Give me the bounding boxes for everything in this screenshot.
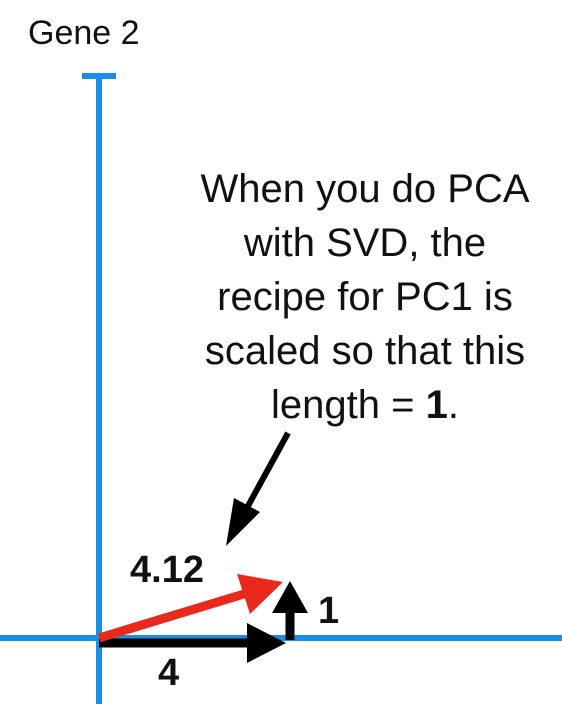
annotation-line-2: with SVD, the [243,221,487,265]
annotation-line-1: When you do PCA [200,167,530,211]
pointer-arrowhead [226,498,260,546]
annotation-line-5: length = 1. [170,378,560,432]
annotation-line-5-bold: 1 [425,383,448,427]
horizontal-arrowhead [247,623,286,663]
annotation-text: When you do PCA with SVD, the recipe for… [170,162,560,432]
pc1-vector-arrowhead [237,574,283,614]
pointer-arrow [245,431,291,508]
vertical-arrowhead [272,581,308,613]
annotation-line-3: recipe for PC1 is [217,275,513,319]
vertical-length-label: 1 [318,590,340,632]
hypotenuse-length-label: 4.12 [130,549,204,591]
y-axis-title: Gene 2 [28,14,140,52]
annotation-line-5-suffix: . [447,383,459,427]
pc1-vector [97,589,246,643]
annotation-line-5-prefix: length = [271,383,426,427]
annotation-line-4: scaled so that this [204,329,526,373]
horizontal-length-label: 4 [158,652,180,694]
